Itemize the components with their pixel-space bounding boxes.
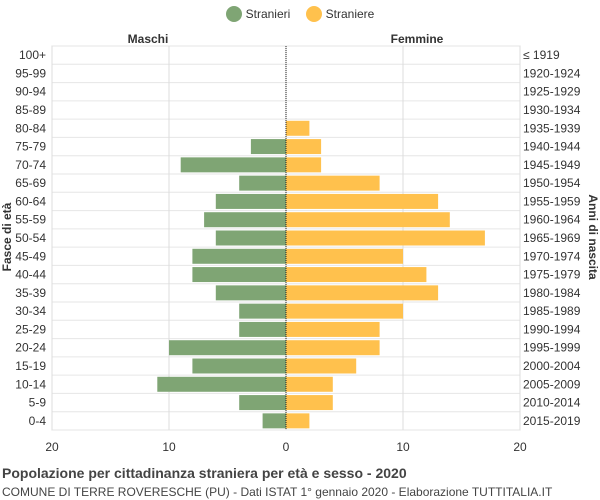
age-group-label: 60-64 bbox=[15, 194, 46, 208]
age-group-label: 25-29 bbox=[15, 322, 46, 336]
age-group-label: 30-34 bbox=[15, 304, 46, 318]
bar-female bbox=[286, 157, 322, 173]
bar-female bbox=[286, 285, 439, 301]
chart-title: Popolazione per cittadinanza straniera p… bbox=[2, 465, 407, 481]
birth-year-label: 2010-2014 bbox=[523, 396, 581, 410]
age-group-label: 10-14 bbox=[15, 377, 46, 391]
birth-year-label: 1925-1929 bbox=[523, 85, 581, 99]
birth-year-label: 1995-1999 bbox=[523, 341, 581, 355]
y-axis-label-right: Anni di nascita bbox=[586, 194, 600, 280]
age-group-label: 0-4 bbox=[29, 414, 47, 428]
birth-year-label: 2005-2009 bbox=[523, 377, 581, 391]
population-pyramid-chart: 20 10 0 10 20 100+ ≤ 1919 95-99 1920-1924 90-94 19… bbox=[0, 32, 600, 454]
birth-year-label: 1980-1984 bbox=[523, 286, 581, 300]
bar-male bbox=[192, 248, 286, 264]
birth-year-label: 1975-1979 bbox=[523, 268, 581, 282]
birth-year-label: 1955-1959 bbox=[523, 194, 581, 208]
birth-year-label: 1940-1944 bbox=[523, 140, 581, 154]
age-group-label: 100+ bbox=[19, 48, 46, 62]
age-group-label: 50-54 bbox=[15, 231, 46, 245]
birth-year-label: ≤ 1919 bbox=[523, 48, 560, 62]
birth-year-label: 1960-1964 bbox=[523, 213, 581, 227]
age-group-label: 80-84 bbox=[15, 121, 46, 135]
age-group-label: 35-39 bbox=[15, 286, 46, 300]
age-group-label: 20-24 bbox=[15, 341, 46, 355]
bar-male bbox=[239, 175, 286, 191]
age-group-label: 45-49 bbox=[15, 249, 46, 263]
bar-female bbox=[286, 321, 380, 337]
age-group-label: 75-79 bbox=[15, 140, 46, 154]
legend-label-female: Straniere bbox=[325, 7, 375, 21]
bar-male bbox=[157, 376, 286, 392]
birth-year-label: 1935-1939 bbox=[523, 121, 581, 135]
x-tick-label: 20 bbox=[45, 440, 59, 454]
legend: Stranieri Straniere bbox=[0, 6, 600, 25]
bar-female bbox=[286, 267, 427, 283]
birth-year-label: 1920-1924 bbox=[523, 66, 581, 80]
age-group-label: 15-19 bbox=[15, 359, 46, 373]
x-tick-label: 20 bbox=[513, 440, 527, 454]
legend-item-female[interactable]: Straniere bbox=[305, 6, 375, 22]
bar-male bbox=[192, 358, 286, 374]
labels-layer: 20 10 0 10 20 100+ ≤ 1919 95-99 1920-1924 90-94 19… bbox=[15, 48, 580, 454]
age-group-label: 5-9 bbox=[29, 396, 47, 410]
x-tick-label: 10 bbox=[162, 440, 176, 454]
bar-female bbox=[286, 340, 380, 356]
birth-year-label: 2000-2004 bbox=[523, 359, 581, 373]
x-tick-label: 0 bbox=[283, 440, 290, 454]
birth-year-label: 1950-1954 bbox=[523, 176, 581, 190]
bar-male bbox=[239, 321, 286, 337]
age-group-label: 95-99 bbox=[15, 66, 46, 80]
bar-male bbox=[239, 303, 286, 319]
age-group-label: 40-44 bbox=[15, 268, 46, 282]
age-group-label: 90-94 bbox=[15, 85, 46, 99]
bar-female bbox=[286, 303, 403, 319]
x-tick-label: 10 bbox=[396, 440, 410, 454]
bar-female bbox=[286, 193, 439, 209]
bar-female bbox=[286, 175, 380, 191]
legend-item-male[interactable]: Stranieri bbox=[225, 6, 291, 22]
bar-female bbox=[286, 139, 322, 155]
bar-male bbox=[215, 285, 286, 301]
bar-male bbox=[169, 340, 286, 356]
bar-female bbox=[286, 212, 450, 228]
header-right: Femmine bbox=[391, 32, 444, 46]
bar-male bbox=[192, 267, 286, 283]
header-left: Maschi bbox=[128, 32, 169, 46]
birth-year-label: 2015-2019 bbox=[523, 414, 581, 428]
bar-female bbox=[286, 120, 310, 136]
y-axis-label-left: Fasce di età bbox=[0, 202, 14, 271]
bar-female bbox=[286, 248, 403, 264]
legend-swatch-female bbox=[305, 6, 322, 22]
age-group-label: 70-74 bbox=[15, 158, 46, 172]
bar-male bbox=[250, 139, 286, 155]
birth-year-label: 1990-1994 bbox=[523, 322, 581, 336]
chart-subtitle: COMUNE DI TERRE ROVERESCHE (PU) - Dati I… bbox=[2, 485, 553, 499]
birth-year-label: 1945-1949 bbox=[523, 158, 581, 172]
bar-male bbox=[262, 413, 286, 429]
birth-year-label: 1965-1969 bbox=[523, 231, 581, 245]
bar-male bbox=[215, 193, 286, 209]
bar-male bbox=[215, 230, 286, 246]
birth-year-label: 1970-1974 bbox=[523, 249, 581, 263]
bar-female bbox=[286, 230, 485, 246]
bar-male bbox=[180, 157, 286, 173]
legend-swatch-male bbox=[225, 6, 242, 22]
age-group-label: 65-69 bbox=[15, 176, 46, 190]
bar-male bbox=[239, 395, 286, 411]
bars-layer bbox=[157, 46, 485, 430]
bar-female bbox=[286, 376, 333, 392]
birth-year-label: 1930-1934 bbox=[523, 103, 581, 117]
bar-male bbox=[204, 212, 286, 228]
age-group-label: 85-89 bbox=[15, 103, 46, 117]
age-group-label: 55-59 bbox=[15, 213, 46, 227]
birth-year-label: 1985-1989 bbox=[523, 304, 581, 318]
legend-label-male: Stranieri bbox=[245, 7, 291, 21]
bar-female bbox=[286, 395, 333, 411]
bar-female bbox=[286, 413, 310, 429]
bar-female bbox=[286, 358, 357, 374]
